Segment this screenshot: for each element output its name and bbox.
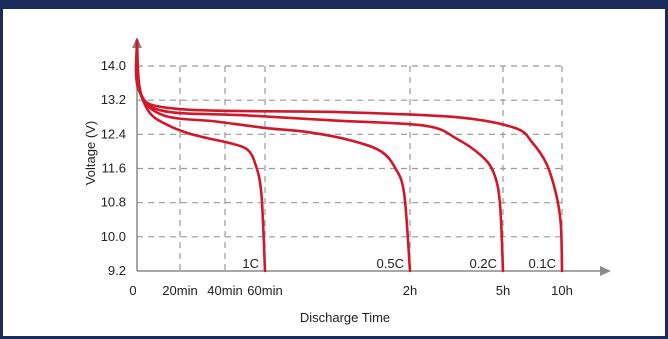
x-tick-label: 60min (247, 283, 282, 298)
series-label-1C: 1C (242, 256, 259, 271)
y-tick-label: 10.8 (101, 195, 126, 210)
axes (132, 37, 611, 276)
y-tick-label: 12.4 (101, 126, 126, 141)
x-tick-label: 40min (207, 283, 242, 298)
y-tick-label: 9.2 (108, 263, 126, 278)
series-line-0-1C (134, 39, 564, 273)
x-tick-label: 20min (162, 283, 197, 298)
series (134, 39, 564, 273)
y-tick-label: 14.0 (101, 58, 126, 73)
series-line-0-2C (135, 39, 505, 273)
series-line-0-5C (135, 39, 412, 273)
x-tick-label: 5h (496, 283, 510, 298)
x-tick-label: 2h (403, 283, 417, 298)
y-tick-label: 10.0 (101, 229, 126, 244)
x-tick-label: 10h (551, 283, 573, 298)
series-label-0-2C: 0.2C (470, 256, 497, 271)
y-tick-label: 13.2 (101, 92, 126, 107)
series-line-1C (135, 39, 267, 273)
labels: 14.0 13.2 12.4 11.6 10.8 10.0 9.20 20min 40min 60… (101, 58, 573, 298)
y-tick-label: 11.6 (102, 161, 126, 176)
series-label-0-5C: 0.5C (377, 256, 404, 271)
x-axis-title: Discharge Time (300, 310, 390, 325)
x-tick-label: 0 (129, 283, 136, 298)
series-label-0-1C: 0.1C (529, 256, 556, 271)
x-axis-arrow (600, 266, 611, 276)
y-axis-title: Voltage (V) (83, 121, 98, 185)
grid (137, 65, 563, 271)
